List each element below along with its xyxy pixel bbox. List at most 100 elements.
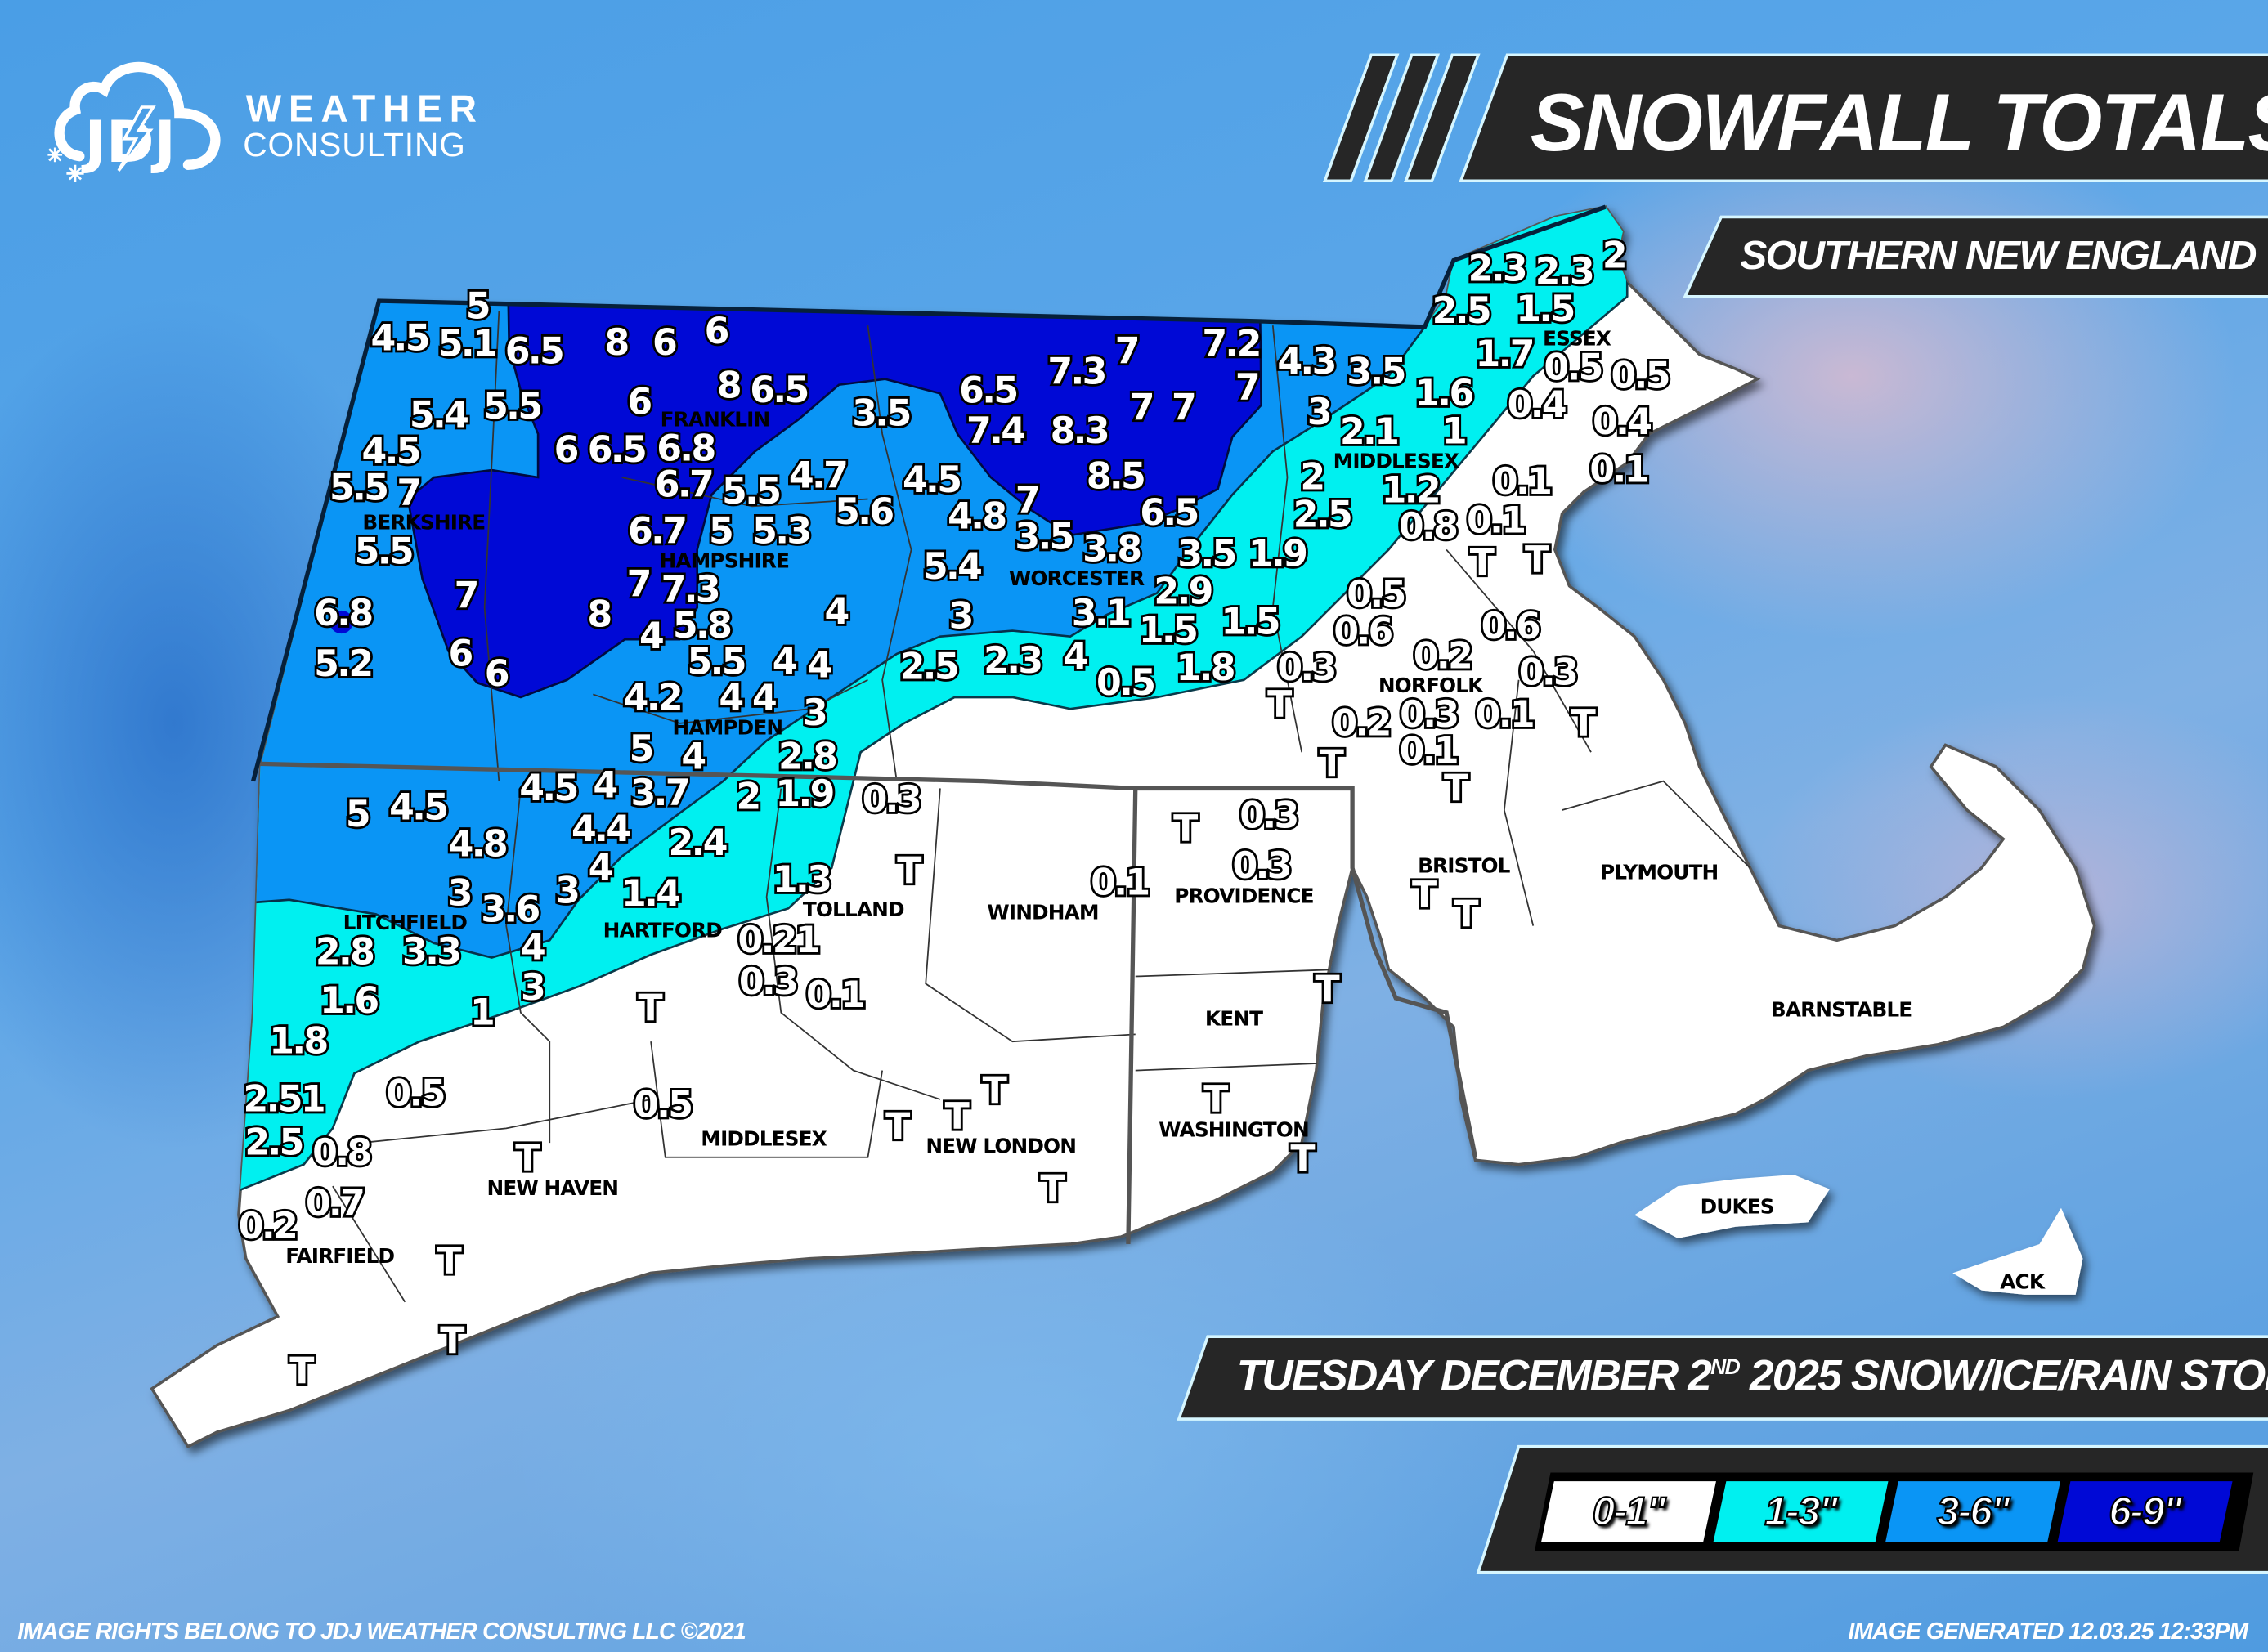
snowfall-report: 0.1 xyxy=(1476,694,1533,736)
snowfall-report: 3 xyxy=(803,692,826,734)
trace-report: T xyxy=(1571,702,1596,744)
snowfall-report: 3 xyxy=(949,595,972,637)
trace-report: T xyxy=(1525,539,1549,580)
snowfall-report: 4.2 xyxy=(624,678,681,719)
snowfall-report: 2.9 xyxy=(1154,571,1211,612)
trace-report: T xyxy=(515,1138,540,1180)
snowfall-report: 4.7 xyxy=(789,455,846,497)
snowfall-report: 1.6 xyxy=(320,980,378,1022)
snowfall-report: 1 xyxy=(1442,411,1465,453)
snowfall-report: 0.3 xyxy=(739,961,796,1003)
snowfall-report: 3.5 xyxy=(1177,533,1235,575)
snowfall-report: 2.5 xyxy=(1293,495,1351,536)
snowfall-report: 2.3 xyxy=(984,640,1041,682)
region-text: SOUTHERN NEW ENGLAND xyxy=(1740,232,2257,278)
snowfall-report: 6.5 xyxy=(505,331,563,373)
snowfall-report: 6.7 xyxy=(655,464,712,506)
snowfall-report: 5 xyxy=(466,286,489,328)
trace-report: T xyxy=(897,850,921,892)
generated-footer: IMAGE GENERATED 12.03.25 12:33PM xyxy=(1848,1620,2248,1645)
title-slashes xyxy=(1322,53,1481,182)
snowfall-report: 6 xyxy=(652,322,676,364)
snowfall-report: 5.1 xyxy=(438,324,495,365)
snowfall-report: 2.3 xyxy=(1535,251,1593,293)
logo-consulting: CONSULTING xyxy=(243,125,466,163)
snowfall-report: 0.3 xyxy=(863,779,920,821)
snowfall-report: 7 xyxy=(1235,367,1258,409)
cloud-logo-icon: JDJ xyxy=(47,61,221,182)
snowfall-report: 5.2 xyxy=(314,643,371,685)
snowfall-report: 0.5 xyxy=(1611,356,1668,397)
snowfall-report: 0.8 xyxy=(1399,506,1457,548)
snowfall-report: 8.5 xyxy=(1087,456,1144,498)
snowfall-report: 2.3 xyxy=(1468,248,1526,290)
county-label: HAMPSHIRE xyxy=(660,548,789,572)
snowfall-report: 0.5 xyxy=(634,1085,691,1126)
snowfall-report: 4 xyxy=(807,645,831,687)
county-label: ACK xyxy=(2000,1269,2046,1293)
snowfall-report: 3.5 xyxy=(1347,351,1404,392)
snowfall-report: 2.1 xyxy=(1340,411,1397,453)
snowfall-report: 7.4 xyxy=(966,410,1024,452)
snowfall-report: 4.8 xyxy=(948,495,1006,537)
county-lines xyxy=(332,311,1751,1303)
snowfall-report: 2.4 xyxy=(669,822,727,864)
snowfall-report: 0.3 xyxy=(1277,647,1334,689)
snowfall-report: 2.5 xyxy=(900,646,957,687)
snowfall-report: 4.5 xyxy=(361,431,419,472)
snowfall-report: 4 xyxy=(719,678,742,719)
snowfall-report: 1.9 xyxy=(1248,533,1306,575)
snowfall-report: 1.9 xyxy=(775,773,832,815)
snowfall-report: 7.3 xyxy=(661,569,719,611)
snowfall-report: 0.5 xyxy=(1347,574,1404,616)
snowfall-report: 6.8 xyxy=(314,593,372,634)
snowfall-report: 8.3 xyxy=(1051,410,1108,452)
trace-report: T xyxy=(1412,874,1437,916)
snowfall-report: 7 xyxy=(1172,387,1195,429)
snowfall-report: 5.5 xyxy=(329,467,387,508)
snowfall-report: 4 xyxy=(1064,636,1087,678)
snowfall-report: 7 xyxy=(397,472,419,514)
storm-title-prefix: TUESDAY DECEMBER 2 xyxy=(1236,1352,1712,1401)
snowfall-report: 4.5 xyxy=(370,318,428,360)
snowfall-report: 2.5 xyxy=(1432,290,1490,332)
snowfall-report: 5.5 xyxy=(722,471,779,513)
snowfall-report: 4.8 xyxy=(449,823,507,865)
rights-footer: IMAGE RIGHTS BELONG TO JDJ WEATHER CONSU… xyxy=(17,1620,746,1645)
trace-report: T xyxy=(639,987,663,1029)
snowflake-icon xyxy=(66,164,84,182)
snowfall-report: 0.21 xyxy=(738,920,818,961)
marthas-vineyard xyxy=(1634,1174,1830,1238)
county-label: NORFOLK xyxy=(1378,674,1484,697)
snowfall-report: 1.4 xyxy=(621,873,679,915)
snowfall-report: 7.2 xyxy=(1202,324,1259,365)
snowfall-report: 5 xyxy=(630,728,652,770)
snowfall-report: 2 xyxy=(1300,456,1323,498)
county-label: FRANKLIN xyxy=(661,408,770,432)
snowfall-report: 5.5 xyxy=(688,641,745,683)
snowfall-report: 0.3 xyxy=(1400,694,1457,736)
trace-report: T xyxy=(1444,768,1468,809)
county-label: BRISTOL xyxy=(1418,853,1511,877)
snowfall-report: 0.3 xyxy=(1232,845,1289,887)
county-label: HARTFORD xyxy=(603,918,723,942)
snowfall-report: 7 xyxy=(1115,331,1138,373)
snowfall-report: 1 xyxy=(470,992,493,1033)
trace-report: T xyxy=(1173,808,1198,850)
snowfall-report: 0.1 xyxy=(806,974,863,1016)
snowfall-report: 0.2 xyxy=(239,1206,296,1247)
snowfall-report: 4 xyxy=(639,616,663,657)
trace-report: T xyxy=(1203,1078,1228,1120)
snowfall-report: 3.5 xyxy=(1015,517,1072,558)
county-label: KENT xyxy=(1205,1006,1263,1030)
snowfall-report: 3.8 xyxy=(1082,528,1141,570)
snowfall-report: 4 xyxy=(752,678,776,719)
snowfall-report: 4 xyxy=(593,764,616,806)
snowfall-report: 0.3 xyxy=(1519,651,1576,693)
county-label: WASHINGTON xyxy=(1159,1117,1309,1141)
trace-report: T xyxy=(1267,684,1292,726)
snowfall-report: 1.3 xyxy=(773,859,830,901)
logo-weather: WEATHER xyxy=(245,87,484,131)
